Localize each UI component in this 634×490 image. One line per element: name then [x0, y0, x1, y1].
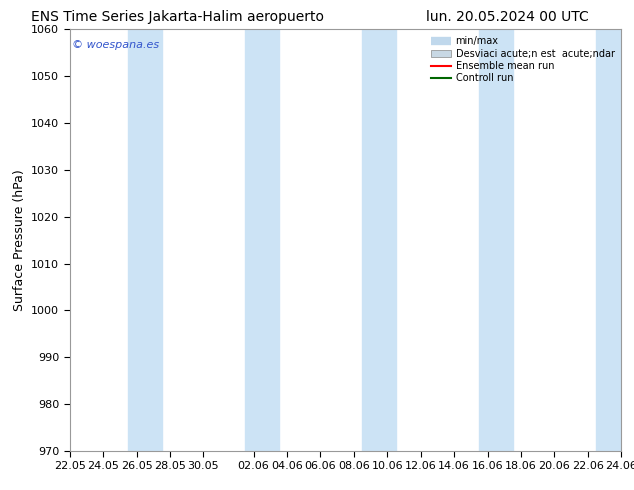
Y-axis label: Surface Pressure (hPa): Surface Pressure (hPa) [13, 169, 25, 311]
Bar [479, 29, 513, 451]
Bar [362, 29, 396, 451]
Bar [245, 29, 279, 451]
Bar [596, 29, 630, 451]
Text: lun. 20.05.2024 00 UTC: lun. 20.05.2024 00 UTC [426, 10, 588, 24]
Bar [128, 29, 162, 451]
Text: © woespana.es: © woespana.es [72, 40, 160, 50]
Text: ENS Time Series Jakarta-Halim aeropuerto: ENS Time Series Jakarta-Halim aeropuerto [31, 10, 324, 24]
Legend: min/max, Desviaci acute;n est  acute;ndar, Ensemble mean run, Controll run: min/max, Desviaci acute;n est acute;ndar… [429, 34, 616, 85]
